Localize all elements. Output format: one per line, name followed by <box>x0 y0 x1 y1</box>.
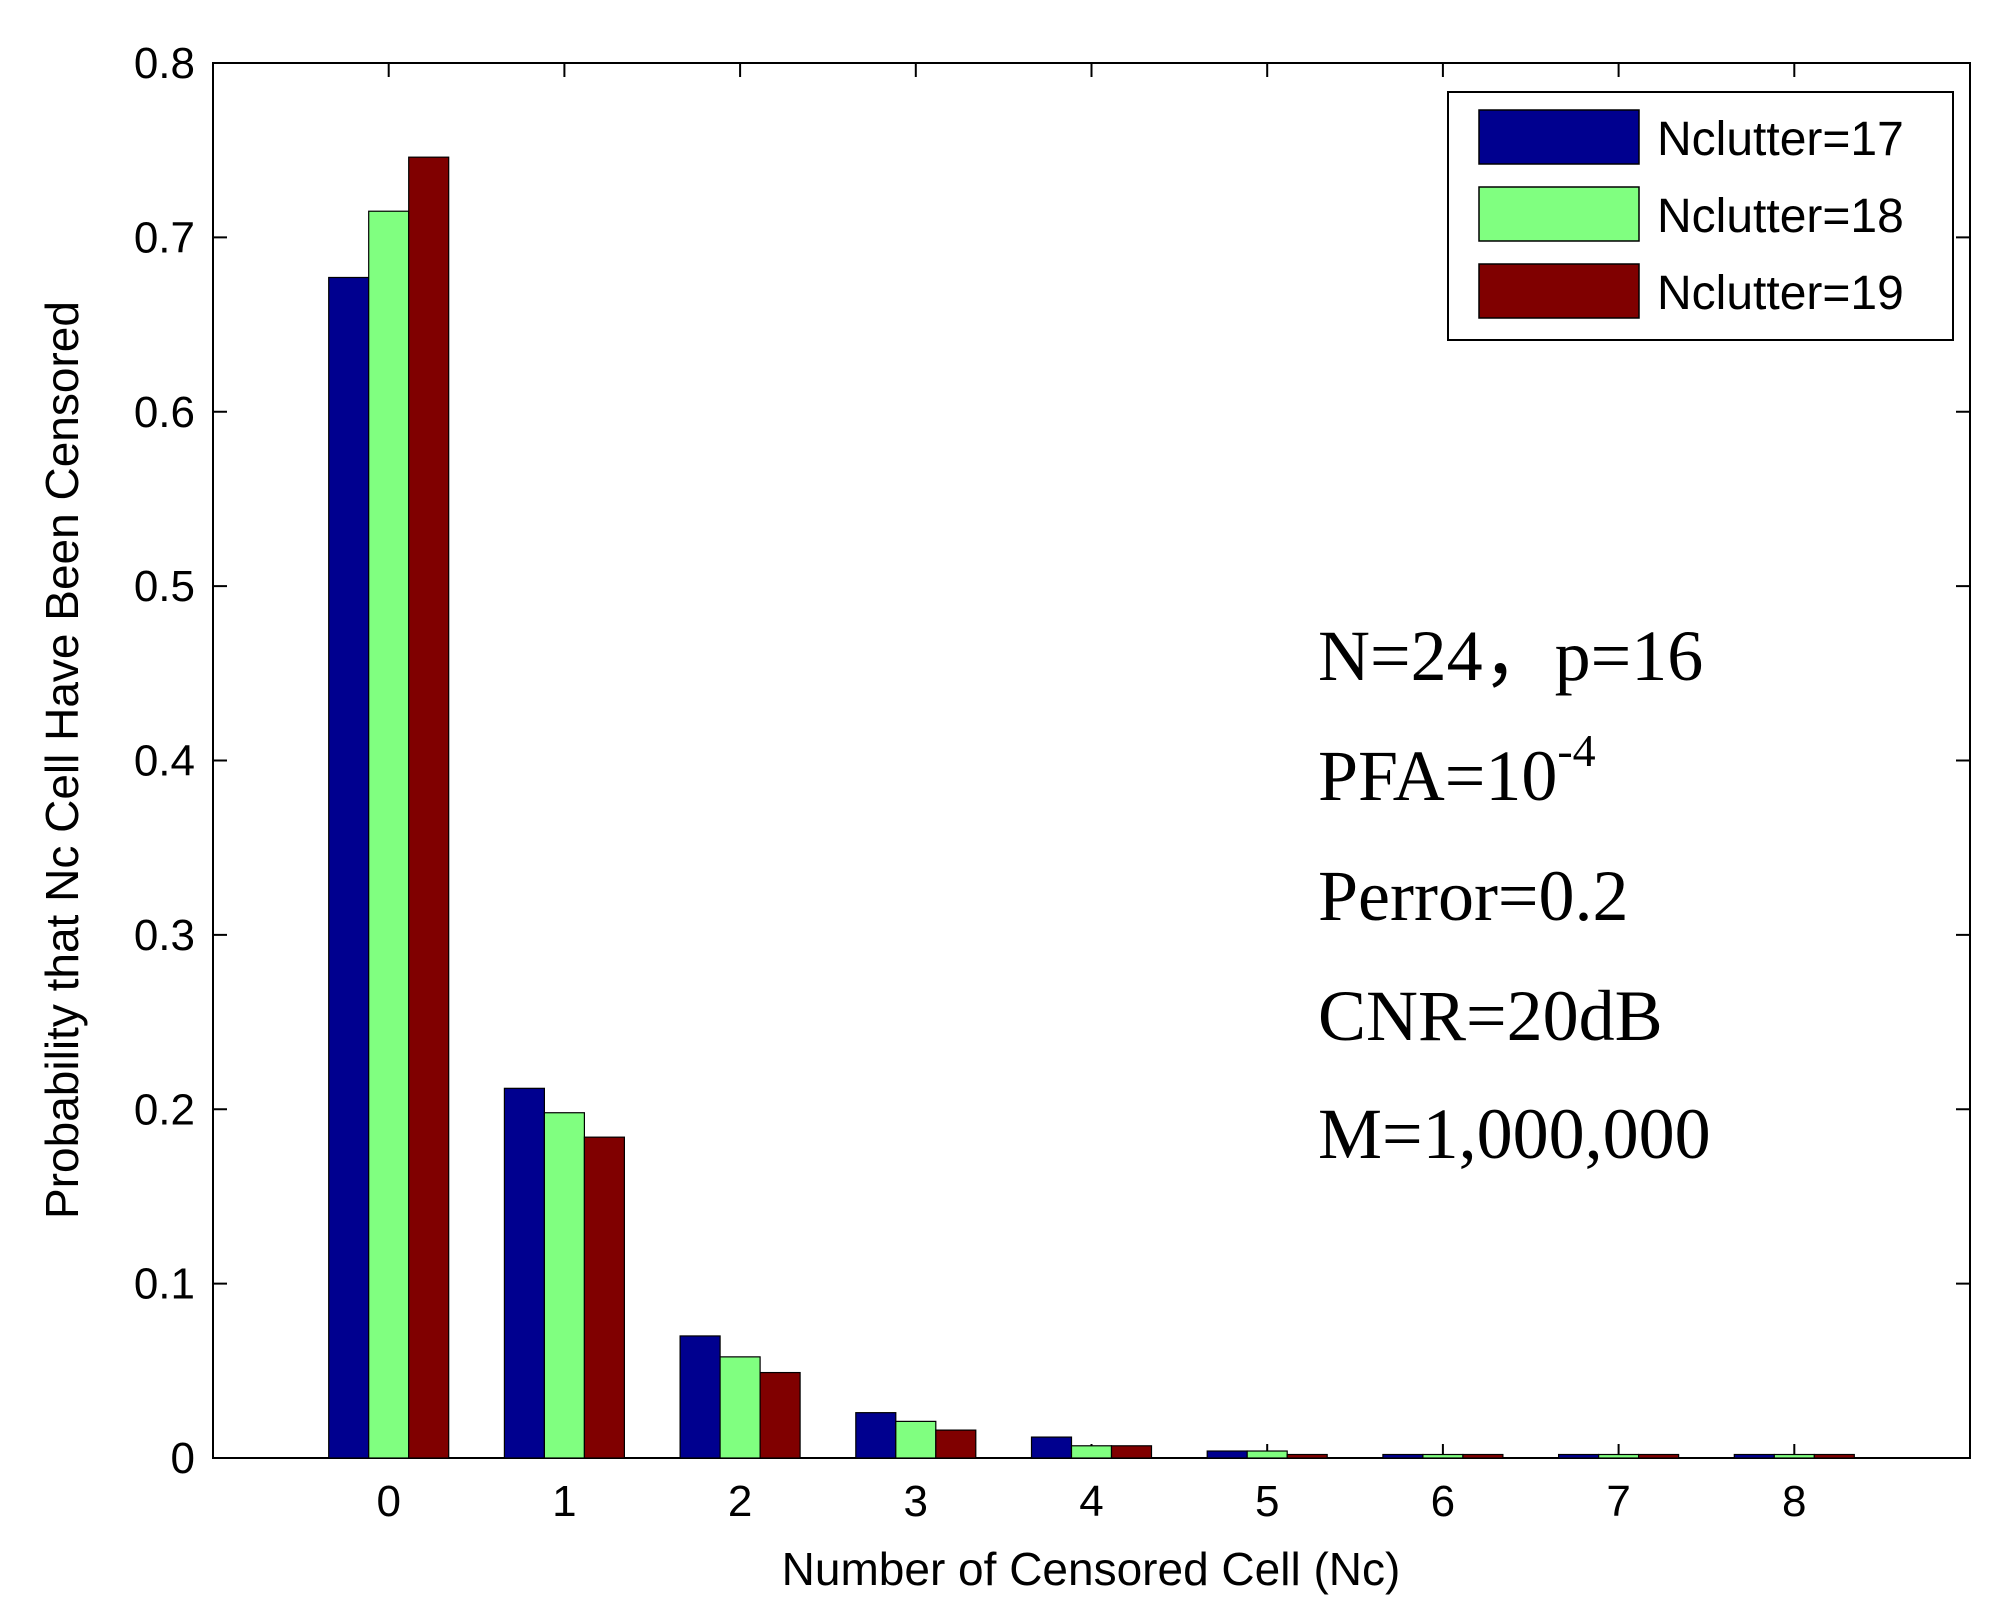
bar-series0-cat1 <box>503 1087 545 1459</box>
bar-series2-cat5 <box>1286 1453 1328 1459</box>
y-tick-label-8: 0.8 <box>134 39 195 88</box>
bar-series2-cat6 <box>1462 1453 1504 1459</box>
bar-series0-cat4 <box>1030 1436 1073 1459</box>
bar-series2-cat3 <box>935 1429 977 1459</box>
y-tick-label-5: 0.5 <box>134 562 195 611</box>
legend-swatch-18 <box>1478 186 1640 242</box>
bar-series1-cat3 <box>895 1420 937 1459</box>
bar-series2-cat2 <box>759 1371 801 1459</box>
legend-label-19: Nclutter=19 <box>1657 267 1904 320</box>
x-tick-label-5: 5 <box>1255 1477 1279 1526</box>
y-axis: 0 0.1 0.2 0.3 0.4 0.5 0.6 0.7 0.8 <box>134 39 1970 1483</box>
bar-series1-cat2 <box>719 1356 761 1459</box>
bar-series1-cat4 <box>1070 1445 1113 1459</box>
y-tick-label-0: 0 <box>171 1434 195 1483</box>
bar-series2-cat4 <box>1110 1445 1153 1459</box>
y-tick-label-1: 0.1 <box>134 1260 195 1309</box>
bar-series2-cat8 <box>1813 1453 1855 1459</box>
bar-series1-cat1 <box>543 1112 586 1459</box>
x-tick-label-1: 1 <box>552 1477 576 1526</box>
y-tick-label-4: 0.4 <box>134 737 195 786</box>
bar-series1-cat5 <box>1246 1450 1288 1459</box>
bars <box>328 156 1855 1459</box>
bar-series0-cat7 <box>1557 1453 1600 1459</box>
bar-series1-cat6 <box>1422 1453 1464 1459</box>
x-axis-label: Number of Censored Cell (Nc) <box>782 1543 1401 1595</box>
y-tick-label-6: 0.6 <box>134 388 195 437</box>
annotation-pfa: PFA=10-4 <box>1318 725 1596 816</box>
annotation-pfa-base: PFA=10 <box>1318 736 1557 816</box>
x-tick-label-8: 8 <box>1782 1477 1806 1526</box>
y-tick-label-3: 0.3 <box>134 911 195 960</box>
bar-series0-cat3 <box>855 1412 897 1459</box>
x-tick-label-4: 4 <box>1079 1477 1103 1526</box>
bar-series1-cat8 <box>1773 1453 1815 1459</box>
bar-series0-cat2 <box>679 1335 721 1459</box>
bar-series2-cat7 <box>1637 1453 1680 1459</box>
legend-swatch-19 <box>1478 263 1640 319</box>
annotation-pfa-exponent: -4 <box>1557 725 1595 776</box>
bar-series0-cat8 <box>1733 1453 1775 1459</box>
x-tick-label-6: 6 <box>1431 1477 1455 1526</box>
annotation-perror: Perror=0.2 <box>1318 856 1629 936</box>
legend-label-17: Nclutter=17 <box>1657 113 1904 166</box>
legend-label-18: Nclutter=18 <box>1657 190 1904 243</box>
x-tick-label-0: 0 <box>376 1477 400 1526</box>
x-tick-label-3: 3 <box>904 1477 928 1526</box>
bar-series2-cat1 <box>583 1136 626 1459</box>
annotation-cnr: CNR=20dB <box>1318 976 1663 1056</box>
annotation-block: N=24，p=16 PFA=10-4 Perror=0.2 CNR=20dB M… <box>1318 616 1711 1174</box>
bar-series0-cat0 <box>328 276 370 1459</box>
x-tick-label-7: 7 <box>1606 1477 1630 1526</box>
x-tick-label-2: 2 <box>728 1477 752 1526</box>
annotation-m: M=1,000,000 <box>1318 1094 1711 1174</box>
bar-series1-cat7 <box>1597 1453 1640 1459</box>
legend-swatch-17 <box>1478 109 1640 165</box>
bar-series0-cat5 <box>1206 1450 1248 1459</box>
bar-series0-cat6 <box>1382 1453 1424 1459</box>
y-tick-label-7: 0.7 <box>134 213 195 262</box>
y-axis-label: Probability that Nc Cell Have Been Censo… <box>36 301 88 1219</box>
y-tick-label-2: 0.2 <box>134 1085 195 1134</box>
annotation-n-p: N=24，p=16 <box>1318 616 1703 696</box>
bar-series1-cat0 <box>368 210 410 1459</box>
legend: Nclutter=17 Nclutter=18 Nclutter=19 <box>1447 91 1954 341</box>
bar-series2-cat0 <box>408 156 450 1459</box>
